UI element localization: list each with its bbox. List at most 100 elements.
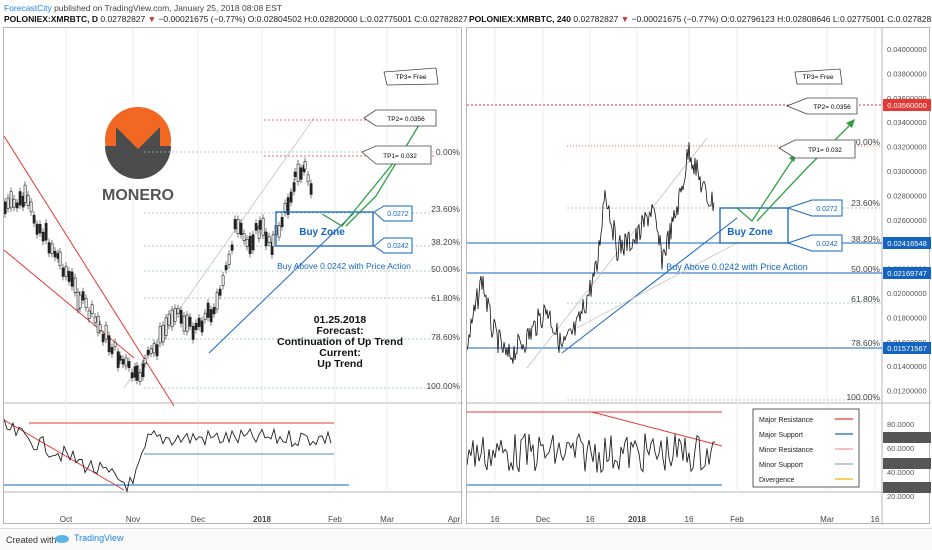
tp1-label: TP1= 0.032 bbox=[808, 147, 842, 154]
candle bbox=[146, 349, 150, 356]
candle bbox=[185, 314, 189, 332]
candle bbox=[58, 251, 62, 266]
xaxis-dec: Dec bbox=[536, 515, 550, 524]
tp3-label: TP3= Free bbox=[803, 74, 834, 81]
y-tick-label: 0.01800000 bbox=[887, 313, 927, 322]
legend-box: Major Resistance Major Support Minor Resis… bbox=[752, 408, 860, 488]
tp2-callout[interactable]: TP2= 0.0356 bbox=[363, 109, 437, 127]
buy-above-label: Buy Above 0.0242 with Price Action bbox=[277, 261, 411, 271]
uptrend-line[interactable] bbox=[208, 212, 355, 354]
candle bbox=[188, 316, 192, 327]
box-bottom-callout[interactable]: 0.0242 bbox=[786, 234, 843, 252]
down-arrow-icon: ▼ bbox=[620, 14, 630, 24]
y-price-tag-tp2: 0.03560000 bbox=[883, 99, 931, 111]
tp2-callout[interactable]: TP2= 0.0356 bbox=[785, 97, 858, 115]
candle bbox=[197, 317, 201, 327]
svg-text:01.25.2018: 01.25.2018 bbox=[314, 314, 367, 326]
candle bbox=[203, 312, 207, 321]
ohlc-close: C:0.02782827 bbox=[414, 14, 468, 24]
candle bbox=[87, 310, 91, 319]
candle bbox=[271, 234, 275, 247]
right-chart-svg[interactable]: 0.04000000 0.03800000 0.03600000 0.03400000… bbox=[466, 28, 931, 525]
candle bbox=[236, 219, 240, 234]
right-chart-pane[interactable]: 0.04000000 0.03800000 0.03600000 0.03400000… bbox=[466, 27, 931, 525]
fib-100: 100.00% bbox=[426, 381, 460, 391]
legend-label: Major Resistance bbox=[759, 417, 813, 424]
candle bbox=[26, 194, 30, 206]
fib-23-6: 23.60% bbox=[431, 204, 460, 214]
projection-path[interactable] bbox=[321, 155, 400, 227]
candle bbox=[245, 238, 249, 247]
left-candles bbox=[3, 157, 313, 386]
ohlc-low: L:0.02775001 bbox=[832, 14, 885, 24]
y-price-tag-1: 0.02416548 bbox=[883, 237, 931, 249]
candle bbox=[38, 224, 42, 234]
author-link[interactable]: ForecastCity bbox=[4, 3, 52, 13]
monero-logo bbox=[105, 107, 171, 179]
fib-50: 50.00% bbox=[851, 264, 880, 274]
xaxis-16d: 16 bbox=[871, 515, 880, 524]
xaxis-2018: 2018 bbox=[253, 515, 271, 524]
left-chart-svg[interactable]: MONERO 0.00% 23.60% 38.20% 50.00% 61.80%… bbox=[3, 28, 463, 525]
xaxis-oct: Oct bbox=[60, 515, 73, 524]
candle bbox=[149, 348, 153, 354]
rsi-70-tag bbox=[883, 432, 931, 443]
candle bbox=[64, 265, 68, 277]
symbol-name[interactable]: POLONIEX:XMRBTC, D bbox=[4, 14, 98, 24]
candle bbox=[218, 288, 222, 296]
fib-78-6: 78.60% bbox=[431, 332, 460, 342]
fib-23-6: 23.60% bbox=[851, 198, 880, 208]
candle bbox=[309, 183, 313, 195]
candle bbox=[3, 201, 7, 215]
rsi-tick-label: 80.0000 bbox=[887, 420, 914, 429]
candle bbox=[303, 161, 307, 170]
tp1-callout[interactable]: TP1= 0.032 bbox=[361, 145, 432, 165]
candle bbox=[221, 275, 225, 286]
svg-text:Current:: Current: bbox=[319, 347, 360, 359]
xaxis-mar: Mar bbox=[380, 515, 394, 524]
y-tick-label: 0.04000000 bbox=[887, 45, 927, 54]
candle bbox=[104, 324, 108, 340]
tp1-callout[interactable]: TP1= 0.032 bbox=[778, 139, 856, 159]
tp3-callout[interactable]: TP3= Free bbox=[794, 68, 843, 85]
projection-path[interactable] bbox=[736, 155, 796, 222]
candle bbox=[121, 358, 125, 365]
candle bbox=[124, 357, 128, 367]
box-bottom-callout[interactable]: 0.0242 bbox=[373, 237, 413, 254]
candle bbox=[233, 219, 237, 230]
svg-text:0.03560000: 0.03560000 bbox=[887, 101, 927, 110]
tp2-label: TP2= 0.0356 bbox=[387, 116, 425, 123]
candle bbox=[182, 315, 186, 332]
legend-label: Minor Resistance bbox=[759, 447, 813, 454]
box-top-callout[interactable]: 0.0272 bbox=[786, 199, 843, 217]
candle bbox=[143, 358, 147, 364]
symbol-name[interactable]: POLONIEX:XMRBTC, 240 bbox=[469, 14, 572, 24]
left-chart-pane[interactable]: MONERO 0.00% 23.60% 38.20% 50.00% 61.80%… bbox=[3, 27, 463, 525]
candle bbox=[81, 291, 85, 301]
uptrend-line[interactable] bbox=[561, 217, 738, 354]
buy-zone-box[interactable] bbox=[719, 207, 789, 244]
tradingview-link[interactable]: TradingView bbox=[54, 533, 124, 543]
buy-zone-box[interactable] bbox=[275, 211, 374, 247]
candle bbox=[209, 309, 213, 323]
xaxis-feb: Feb bbox=[730, 515, 744, 524]
y-tick-label: 0.03000000 bbox=[887, 167, 927, 176]
xaxis-feb: Feb bbox=[328, 515, 342, 524]
svg-text:0.01571567: 0.01571567 bbox=[887, 344, 927, 353]
xaxis-16b: 16 bbox=[586, 515, 595, 524]
box-top-callout[interactable]: 0.0272 bbox=[373, 205, 413, 222]
candle bbox=[90, 304, 94, 314]
candle bbox=[239, 222, 243, 235]
legend-label: Major Support bbox=[759, 432, 803, 439]
candle bbox=[179, 309, 183, 324]
fib-61-8: 61.80% bbox=[431, 293, 460, 303]
ohlc-high: H:0.02820000 bbox=[304, 14, 358, 24]
candle bbox=[6, 197, 10, 209]
y-tick-label: 0.01200000 bbox=[887, 387, 927, 396]
publish-text: published on TradingView.com, January 25… bbox=[51, 3, 283, 13]
xaxis-nov: Nov bbox=[126, 515, 140, 524]
candle bbox=[292, 182, 296, 192]
tp3-callout[interactable]: TP3= Free bbox=[383, 67, 439, 86]
candle bbox=[161, 324, 165, 343]
logo-text: MONERO bbox=[102, 187, 174, 204]
